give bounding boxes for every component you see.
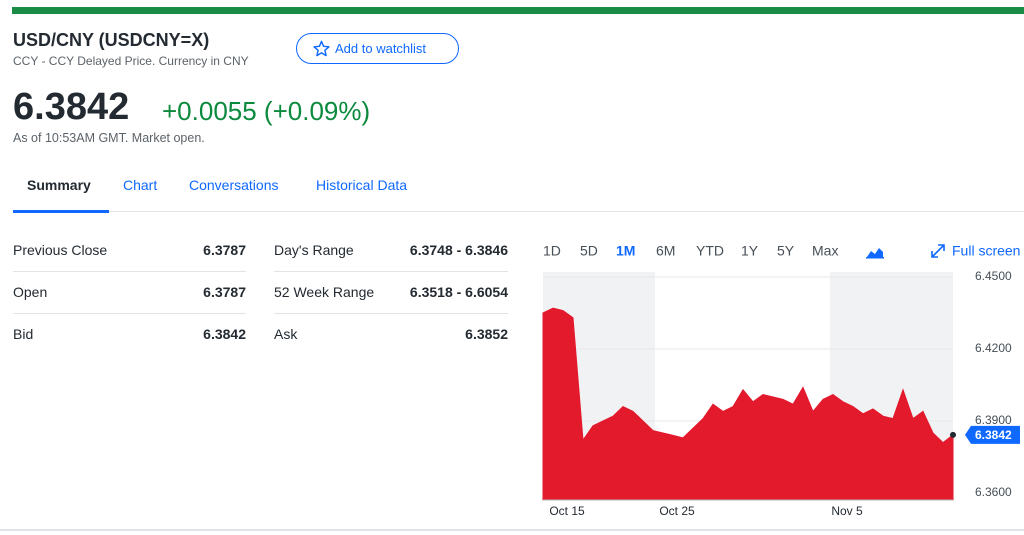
y-tick-label: 6.4500 xyxy=(975,269,1012,283)
y-tick-label: 6.3600 xyxy=(975,485,1012,499)
full-screen-icon[interactable] xyxy=(931,244,945,258)
stat-value: 6.3842 xyxy=(203,326,246,342)
stat-label: Bid xyxy=(13,326,34,342)
tab[interactable]: Conversations xyxy=(189,177,279,193)
watchlist-button[interactable]: Add to watchlist xyxy=(296,33,459,64)
last-point xyxy=(950,431,956,438)
stat-value: 6.3518 - 6.6054 xyxy=(409,284,508,300)
range-button[interactable]: 6M xyxy=(656,243,675,259)
stat-value: 6.3852 xyxy=(465,326,508,342)
range-button[interactable]: 1Y xyxy=(741,243,759,259)
chart-type-icon[interactable] xyxy=(866,248,884,259)
stat-label: Previous Close xyxy=(13,242,108,258)
price-area xyxy=(542,307,954,501)
x-tick-label: Oct 15 xyxy=(549,504,585,518)
stat-value: 6.3748 - 6.3846 xyxy=(409,242,508,258)
x-tick-label: Nov 5 xyxy=(831,504,863,518)
range-button[interactable]: Max xyxy=(812,243,838,259)
star-icon xyxy=(313,40,330,57)
price-tag xyxy=(965,425,1020,444)
range-button[interactable]: 5Y xyxy=(777,243,795,259)
tab[interactable]: Historical Data xyxy=(316,177,408,193)
range-button[interactable]: 1M xyxy=(616,243,635,259)
x-tick-label: Oct 25 xyxy=(659,504,695,518)
price: 6.3842 xyxy=(13,86,130,128)
row-divider xyxy=(274,313,508,314)
price-tag-label: 6.3842 xyxy=(975,428,1012,442)
tab-divider xyxy=(13,211,1024,212)
stat-label: 52 Week Range xyxy=(274,284,375,300)
bottom-divider xyxy=(0,529,1024,531)
tab[interactable]: Chart xyxy=(123,177,158,193)
stat-value: 6.3787 xyxy=(203,242,246,258)
price-change: +0.0055 (+0.09%) xyxy=(162,96,371,126)
tab-underline xyxy=(13,210,109,213)
as-of: As of 10:53AM GMT. Market open. xyxy=(13,131,205,145)
quote-title: USD/CNY (USDCNY=X) xyxy=(13,30,210,50)
row-divider xyxy=(13,313,246,314)
full-screen[interactable]: Full screen xyxy=(952,243,1020,259)
range-button[interactable]: YTD xyxy=(696,243,724,259)
quote-subtitle: CCY - CCY Delayed Price. Currency in CNY xyxy=(13,54,249,68)
range-button[interactable]: 1D xyxy=(543,243,561,259)
stat-label: Ask xyxy=(274,326,298,342)
stat-label: Open xyxy=(13,284,48,300)
y-tick-label: 6.3900 xyxy=(975,413,1012,427)
row-divider xyxy=(13,271,246,272)
range-button[interactable]: 5D xyxy=(580,243,598,259)
row-divider xyxy=(274,271,508,272)
top-bar xyxy=(12,7,1024,14)
y-tick-label: 6.4200 xyxy=(975,341,1012,355)
tab[interactable]: Summary xyxy=(27,177,91,193)
stat-label: Day's Range xyxy=(274,242,354,258)
watchlist-label: Add to watchlist xyxy=(335,41,427,56)
stat-value: 6.3787 xyxy=(203,284,246,300)
